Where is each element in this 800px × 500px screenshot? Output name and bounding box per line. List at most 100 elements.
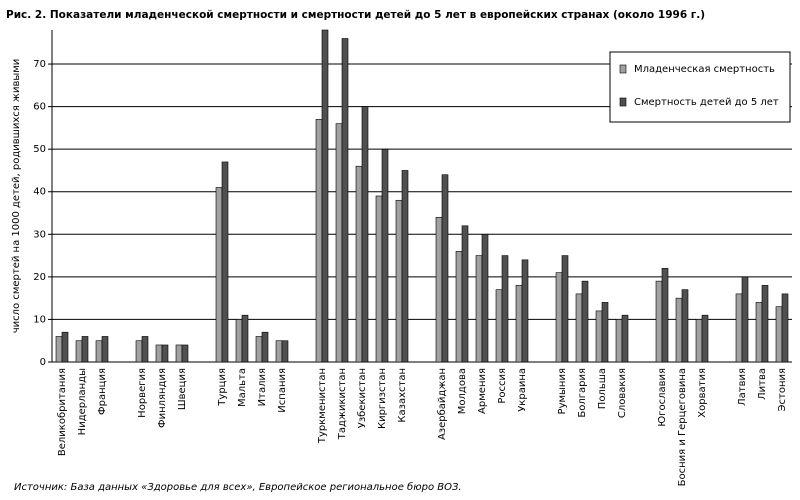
x-tick-label: Болгария (577, 368, 588, 418)
bar (55, 336, 63, 363)
legend-label: Смертность детей до 5 лет (634, 97, 779, 108)
bar (141, 336, 149, 363)
bar (461, 225, 469, 363)
y-tick-label: 40 (33, 187, 46, 198)
bar (101, 336, 109, 363)
bar (681, 289, 689, 363)
bar (735, 293, 743, 363)
bar (661, 268, 669, 363)
y-tick-label: 60 (33, 102, 46, 113)
bar (455, 251, 463, 363)
x-tick-label: Азербайджан (437, 368, 448, 440)
bar (215, 187, 223, 363)
bar (75, 340, 83, 363)
legend-box (609, 51, 791, 123)
x-tick-label: Мальта (237, 368, 248, 407)
x-tick-label: Нидерланды (77, 368, 88, 435)
y-axis-label: число смертей на 1000 детей, родившихся … (11, 59, 22, 334)
bar (495, 289, 503, 363)
chart-title: Рис. 2. Показатели младенческой смертнос… (6, 9, 705, 21)
legend-label: Младенческая смертность (634, 64, 775, 75)
bar (255, 336, 263, 363)
x-tick-label: Испания (277, 368, 288, 413)
bar (521, 259, 529, 363)
bar (221, 161, 229, 363)
x-tick-label: Франция (97, 368, 108, 415)
bar (275, 340, 283, 363)
bar (701, 314, 709, 363)
bar (695, 319, 703, 363)
bar (615, 319, 623, 363)
bar (315, 119, 323, 363)
bar (341, 38, 349, 363)
bar (755, 302, 763, 363)
legend-swatch (619, 97, 627, 107)
bar (381, 148, 389, 363)
bar (81, 336, 89, 363)
bar (435, 216, 443, 363)
y-tick-label: 10 (33, 314, 46, 325)
x-tick-label: Италия (257, 368, 268, 406)
bar (555, 272, 563, 363)
x-tick-label: Россия (497, 368, 508, 404)
bar (741, 276, 749, 363)
x-tick-label: Казахстан (397, 368, 408, 423)
x-tick-label: Норвегия (137, 368, 148, 418)
x-tick-label: Литва (757, 368, 768, 400)
y-tick-label: 50 (33, 144, 46, 155)
bar (621, 314, 629, 363)
bar (281, 340, 289, 363)
bar (761, 285, 769, 363)
x-tick-label: Молдова (457, 368, 468, 414)
x-tick-label: Эстония (777, 368, 788, 411)
x-tick-label: Турция (217, 368, 228, 407)
bar (441, 174, 449, 363)
bar (375, 195, 383, 363)
bar (175, 344, 183, 363)
x-tick-label: Хорватия (697, 368, 708, 418)
x-tick-label: Великобритания (57, 368, 68, 456)
bar (481, 234, 489, 363)
bar (261, 331, 269, 363)
bar (241, 314, 249, 363)
x-tick-label: Туркменистан (317, 368, 328, 444)
x-tick-label: Югославия (657, 368, 668, 427)
x-tick-label: Финляндия (157, 368, 168, 428)
x-tick-label: Украина (517, 368, 528, 412)
bar (655, 280, 663, 363)
bar (235, 319, 243, 363)
bar (401, 170, 409, 363)
x-tick-label: Узбекистан (357, 368, 368, 428)
source-note: Источник: База данных «Здоровье для всех… (14, 481, 462, 493)
bar (61, 331, 69, 363)
bar (321, 29, 329, 363)
bar (355, 165, 363, 363)
legend-swatch (619, 64, 627, 74)
x-tick-label: Словакия (617, 368, 628, 418)
bar (575, 293, 583, 363)
x-tick-label: Таджикистан (337, 368, 348, 440)
x-tick-label: Румыния (557, 368, 568, 414)
x-tick-label: Армения (477, 368, 488, 414)
bar (161, 344, 169, 363)
bar (335, 123, 343, 363)
y-tick-label: 0 (40, 357, 46, 368)
bar (601, 302, 609, 363)
bar (475, 255, 483, 363)
bar (501, 255, 509, 363)
x-tick-label: Латвия (737, 368, 748, 406)
bar (135, 340, 143, 363)
bar (675, 297, 683, 363)
bar (595, 310, 603, 363)
y-tick-label: 70 (33, 59, 46, 70)
bar (775, 306, 783, 363)
bar (395, 199, 403, 363)
x-tick-label: Киргизстан (377, 368, 388, 429)
bar (561, 255, 569, 363)
bar (361, 106, 369, 363)
x-tick-label: Польша (597, 368, 608, 409)
y-tick-label: 30 (33, 229, 46, 240)
x-tick-label: Швеция (177, 368, 188, 410)
bar (181, 344, 189, 363)
